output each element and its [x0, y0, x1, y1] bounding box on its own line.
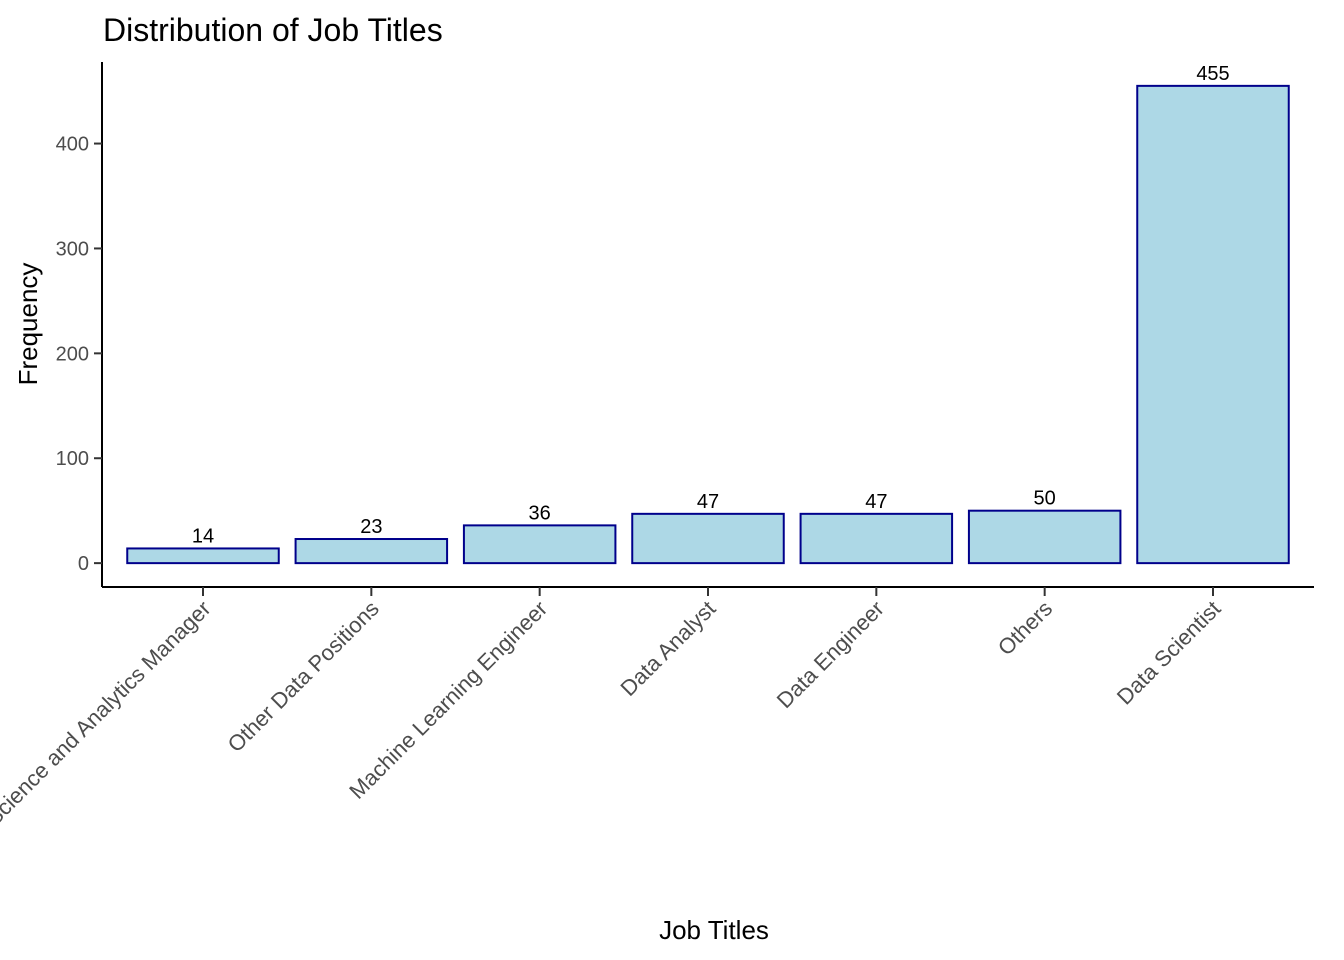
data-label-other-data-positions: 23: [360, 516, 382, 538]
bar-data-science-and-analytics-manager: [126, 547, 280, 565]
x-axis-ticks: Data Science and Analytics ManagerOther …: [0, 587, 1226, 868]
y-tick-label: 400: [56, 134, 89, 156]
bar-data-scientist: [1136, 84, 1290, 565]
data-label-machine-learning-engineer: 36: [529, 502, 551, 524]
data-labels-layer: 14 23 36 47 47 50 455: [192, 63, 1230, 548]
x-tick-label-data-science-and-analytics-manager: Data Science and Analytics Manager: [0, 596, 216, 868]
data-label-data-science-and-analytics-manager: 14: [192, 525, 214, 547]
data-label-data-scientist: 455: [1196, 63, 1229, 85]
y-axis-ticks: 0 100 200 300 400: [56, 134, 102, 575]
data-label-others: 50: [1034, 488, 1056, 510]
bar-other-data-positions: [294, 538, 449, 565]
y-tick-label: 200: [56, 343, 89, 365]
y-axis-title: Frequency: [13, 263, 43, 386]
x-tick-label-others: Others: [993, 596, 1057, 660]
chart-title: Distribution of Job Titles: [103, 12, 443, 48]
bar-others: [967, 509, 1122, 565]
y-tick-label: 100: [56, 448, 89, 470]
x-tick-label-data-analyst: Data Analyst: [616, 596, 721, 701]
x-tick-label-machine-learning-engineer: Machine Learning Engineer: [344, 596, 552, 804]
x-axis-title: Job Titles: [659, 915, 769, 945]
y-tick-label: 0: [78, 553, 89, 575]
bars-layer: [126, 84, 1290, 565]
x-tick-label-data-scientist: Data Scientist: [1112, 596, 1226, 710]
x-tick-label-other-data-positions: Other Data Positions: [223, 596, 384, 757]
bar-machine-learning-engineer: [462, 524, 617, 565]
x-tick-label-data-engineer: Data Engineer: [772, 596, 889, 713]
y-tick-label: 300: [56, 238, 89, 260]
data-label-data-engineer: 47: [865, 491, 887, 513]
bar-data-engineer: [799, 512, 954, 565]
data-label-data-analyst: 47: [697, 491, 719, 513]
bar-data-analyst: [631, 512, 785, 565]
